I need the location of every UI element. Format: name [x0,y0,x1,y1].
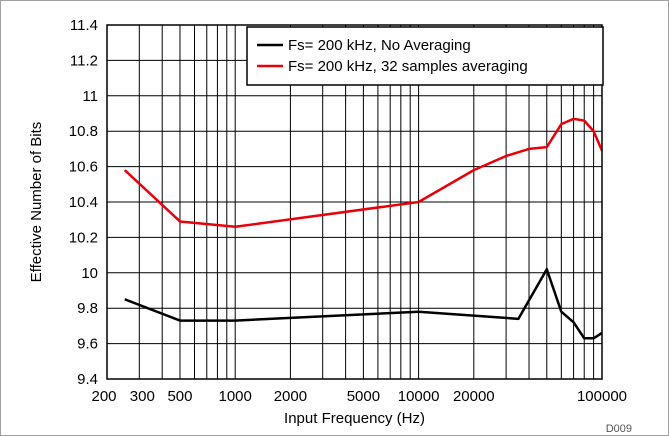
y-tick-label: 10.8 [69,123,98,140]
series-lines [123,117,604,340]
legend: Fs= 200 kHz, No Averaging Fs= 200 kHz, 3… [246,26,604,86]
y-tick-label: 10.4 [69,194,98,211]
legend-label-32-samples-averaging: Fs= 200 kHz, 32 samples averaging [288,58,528,75]
x-tick-label: 200 [91,388,116,405]
y-tick-label: 11.2 [70,52,98,69]
x-tick-label: 20000 [453,388,495,405]
y-tick-label: 11.4 [70,17,98,34]
x-tick-labels: 200 300 500 1000 2000 5000 10000 20000 100000 [91,388,627,405]
y-tick-label: 9.8 [77,300,98,317]
y-tick-label: 10.6 [69,159,98,176]
y-axis-title: Effective Number of Bits [28,122,45,283]
y-tick-label: 10 [81,265,98,282]
legend-label-no-averaging: Fs= 200 kHz, No Averaging [288,37,471,54]
x-tick-label: 2000 [274,388,307,405]
figure-code: D009 [606,423,632,435]
x-tick-label: 100000 [577,388,627,405]
x-tick-label: 10000 [398,388,440,405]
y-tick-label: 9.6 [77,336,98,353]
x-axis-title: Input Frequency (Hz) [284,410,425,427]
series-line-no-averaging [124,268,603,340]
x-tick-label: 5000 [347,388,380,405]
series-line-32-samples-averaging [123,117,604,229]
x-tick-label: 1000 [219,388,252,405]
y-tick-label: 10.2 [69,229,98,246]
plot-area [106,24,603,380]
y-tick-label: 11 [82,88,98,105]
x-tick-label: 500 [167,388,192,405]
x-tick-label: 300 [130,388,155,405]
y-tick-labels: 9.4 9.6 9.8 10 10.2 10.4 10.6 10.8 11 11.2 11.4 [69,17,98,388]
legend-box [246,26,604,86]
y-tick-label: 9.4 [77,371,98,388]
